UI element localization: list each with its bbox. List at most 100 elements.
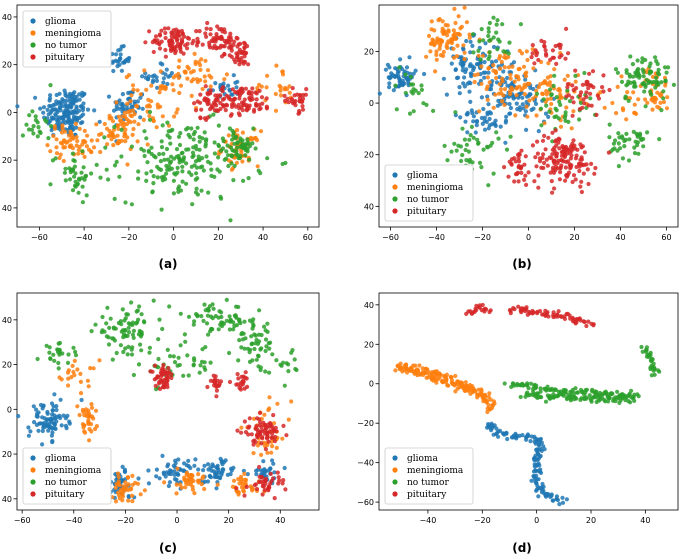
point-pituitary <box>567 150 573 155</box>
point-no-tumor <box>118 343 123 348</box>
point-meningioma <box>54 151 60 156</box>
point-meningioma <box>166 123 172 128</box>
point-glioma <box>463 69 468 75</box>
point-meningioma <box>525 114 530 119</box>
point-meningioma <box>243 477 249 483</box>
point-pituitary <box>229 112 234 117</box>
point-glioma <box>58 397 63 402</box>
point-meningioma <box>135 139 140 144</box>
point-no-tumor <box>202 360 207 365</box>
point-glioma <box>172 477 178 482</box>
point-no-tumor <box>653 75 659 80</box>
point-no-tumor <box>407 111 413 116</box>
point-glioma <box>173 461 178 466</box>
point-meningioma <box>147 113 152 119</box>
legend-label-meningioma: meningioma <box>45 466 102 476</box>
point-meningioma <box>479 387 484 392</box>
point-pituitary <box>202 116 207 121</box>
point-meningioma <box>129 493 135 498</box>
point-meningioma <box>258 129 264 134</box>
point-no-tumor <box>642 89 647 94</box>
point-glioma <box>166 471 171 476</box>
point-no-tumor <box>225 143 230 148</box>
point-glioma <box>34 411 40 417</box>
point-meningioma <box>652 100 658 105</box>
point-no-tumor <box>549 92 554 97</box>
point-meningioma <box>573 79 578 84</box>
point-pituitary <box>161 367 166 372</box>
point-meningioma <box>636 97 641 102</box>
point-no-tumor <box>666 65 671 70</box>
point-glioma <box>377 91 382 96</box>
legend-marker-pituitary <box>30 491 36 497</box>
point-meningioma <box>453 20 458 26</box>
point-meningioma <box>269 450 274 455</box>
point-meningioma <box>121 486 126 491</box>
legend-label-meningioma: meningioma <box>45 29 102 39</box>
point-no-tumor <box>166 129 171 134</box>
point-pituitary <box>519 170 524 175</box>
point-no-tumor <box>157 152 162 157</box>
point-glioma <box>479 95 484 100</box>
point-pituitary <box>214 31 219 37</box>
point-pituitary <box>536 173 541 178</box>
panel-d-ytick-label: −40 <box>357 459 374 468</box>
point-no-tumor <box>70 151 75 156</box>
point-meningioma <box>115 123 120 129</box>
point-glioma <box>538 470 544 475</box>
point-glioma <box>110 60 115 65</box>
point-meningioma <box>486 403 491 408</box>
point-glioma <box>465 112 470 117</box>
point-no-tumor <box>177 184 182 189</box>
point-no-tumor <box>475 137 480 142</box>
point-meningioma <box>85 378 90 383</box>
point-glioma <box>215 466 220 471</box>
point-meningioma <box>514 86 519 91</box>
point-glioma <box>468 39 473 44</box>
point-pituitary <box>254 103 259 108</box>
point-pituitary <box>506 174 511 179</box>
point-pituitary <box>537 309 543 314</box>
point-no-tumor <box>210 302 215 307</box>
point-pituitary <box>554 154 559 159</box>
point-pituitary <box>562 154 567 160</box>
point-no-tumor <box>165 157 170 162</box>
point-pituitary <box>257 88 262 93</box>
point-meningioma <box>198 67 203 72</box>
point-glioma <box>527 92 532 97</box>
panel-d-ytick-label: −60 <box>357 498 374 507</box>
point-meningioma <box>70 363 75 368</box>
point-no-tumor <box>270 352 275 357</box>
point-glioma <box>221 460 227 465</box>
point-glioma <box>534 480 539 485</box>
point-meningioma <box>468 391 473 396</box>
point-no-tumor <box>394 107 399 112</box>
point-meningioma <box>61 158 66 164</box>
point-meningioma <box>128 99 133 104</box>
panel-a-xtick-label: 40 <box>258 233 268 242</box>
point-meningioma <box>270 444 275 449</box>
point-no-tumor <box>227 350 232 356</box>
point-meningioma <box>421 372 426 377</box>
point-no-tumor <box>538 106 544 111</box>
point-pituitary <box>200 42 205 47</box>
point-no-tumor <box>131 372 136 378</box>
point-pituitary <box>232 39 237 44</box>
point-pituitary <box>580 105 585 110</box>
point-glioma <box>535 450 540 455</box>
point-no-tumor <box>202 302 207 307</box>
point-pituitary <box>169 33 174 39</box>
point-no-tumor <box>144 136 149 141</box>
point-glioma <box>391 88 396 93</box>
point-no-tumor <box>518 394 523 400</box>
point-meningioma <box>440 19 445 24</box>
point-meningioma <box>398 361 403 366</box>
point-pituitary <box>176 30 181 35</box>
point-pituitary <box>550 190 555 195</box>
point-glioma <box>49 419 54 424</box>
panel-b-xtick-label: −20 <box>474 233 491 242</box>
point-pituitary <box>574 320 579 325</box>
point-meningioma <box>176 75 181 80</box>
point-pituitary <box>183 43 188 48</box>
point-pituitary <box>263 478 268 483</box>
